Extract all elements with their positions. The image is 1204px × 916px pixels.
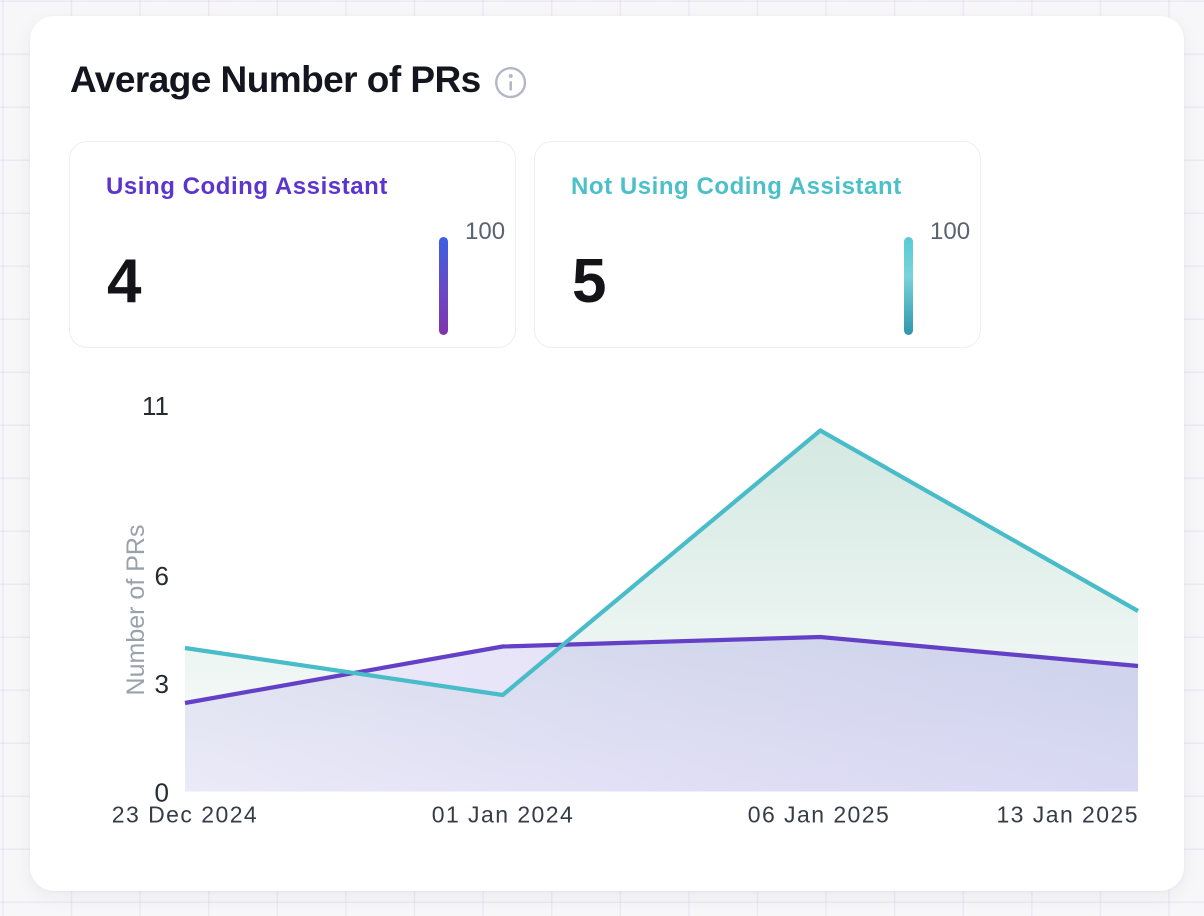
svg-text:13 Jan 2025: 13 Jan 2025 (996, 802, 1139, 828)
svg-text:0: 0 (155, 778, 169, 808)
svg-text:Number of PRs: Number of PRs (122, 525, 150, 696)
svg-text:23 Dec 2024: 23 Dec 2024 (112, 802, 258, 828)
svg-text:06 Jan 2025: 06 Jan 2025 (748, 802, 891, 828)
svg-text:3: 3 (155, 669, 169, 699)
svg-text:11: 11 (142, 391, 169, 421)
svg-text:01 Jan 2024: 01 Jan 2024 (432, 802, 575, 828)
svg-text:6: 6 (155, 561, 169, 591)
